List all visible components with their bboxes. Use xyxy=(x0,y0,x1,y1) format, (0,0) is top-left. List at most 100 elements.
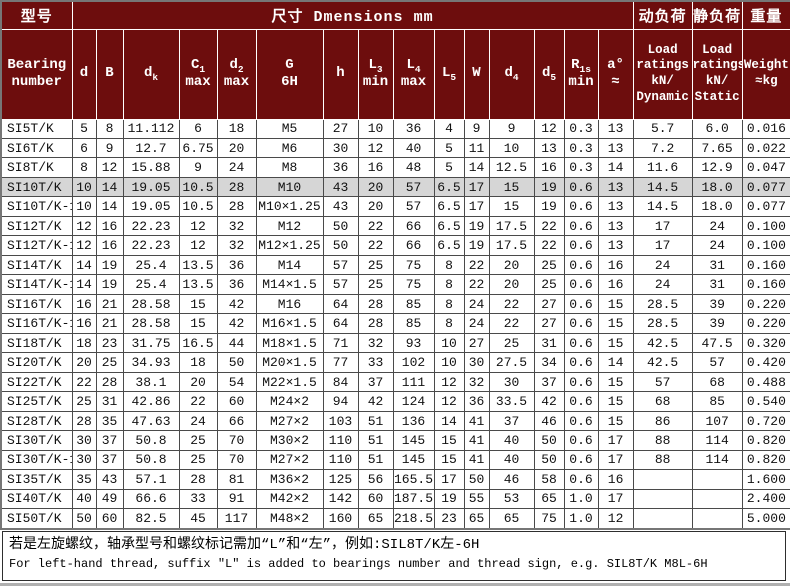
value-cell-d5: 25 xyxy=(533,274,565,295)
value-cell-d4: 9 xyxy=(488,118,535,139)
value-cell-c1: 13.5 xyxy=(178,274,218,295)
value-cell-stat: 39 xyxy=(691,293,743,315)
value-cell-c1: 6.75 xyxy=(178,137,218,159)
value-cell-L3: 28 xyxy=(357,293,394,315)
value-cell-r1s: 1.0 xyxy=(563,508,599,530)
value-cell-dk: 82.5 xyxy=(122,508,180,530)
value-cell-c1: 13.5 xyxy=(178,254,218,276)
value-cell-dyn: 68 xyxy=(632,391,693,412)
column-header-L3: L3 min xyxy=(357,28,394,120)
value-cell-a: 17 xyxy=(597,488,634,510)
table-row: SI40T/K 40 49 66.6 33 91 M42×2 142 60 187.5 19 55 53… xyxy=(0,488,790,510)
value-cell-c1: 24 xyxy=(178,410,218,432)
value-cell-dk: 15.88 xyxy=(122,157,180,178)
value-cell-d5: 42 xyxy=(533,391,565,412)
value-cell-L5: 12 xyxy=(433,391,465,412)
value-cell-d: 35 xyxy=(71,469,97,490)
value-cell-dyn: 17 xyxy=(632,215,693,237)
column-header-G: G 6H xyxy=(255,28,324,120)
table-row: SI8T/K 8 12 15.88 9 24 M8 36 16 48 5 14 12.5 16 0.3 14 1… xyxy=(0,157,790,178)
value-cell-d4: 22 xyxy=(488,293,535,315)
value-cell-L4: 48 xyxy=(392,157,435,178)
bearing-number-cell: SI30T/K-1 xyxy=(0,449,73,471)
column-header-W: W xyxy=(463,28,490,120)
value-cell-a: 15 xyxy=(597,313,634,334)
value-cell-r1s: 0.6 xyxy=(563,215,599,237)
value-cell-d: 14 xyxy=(71,274,97,295)
bearing-number-cell: SI40T/K xyxy=(0,488,73,510)
value-cell-d2: 50 xyxy=(216,352,257,373)
value-cell-h: 64 xyxy=(322,313,359,334)
value-cell-wt: 0.220 xyxy=(741,293,790,315)
value-cell-d5: 65 xyxy=(533,488,565,510)
value-cell-wt: 0.488 xyxy=(741,371,790,393)
value-cell-stat: 18.0 xyxy=(691,176,743,198)
value-cell-L5: 4 xyxy=(433,118,465,139)
value-cell-L5: 6.5 xyxy=(433,235,465,256)
value-cell-c1: 10.5 xyxy=(178,196,218,217)
value-cell-c1: 20 xyxy=(178,371,218,393)
value-cell-d5: 22 xyxy=(533,235,565,256)
value-cell-B: 16 xyxy=(95,215,124,237)
column-header-wt: Weight ≈kg xyxy=(741,28,790,120)
value-cell-L4: 111 xyxy=(392,371,435,393)
value-cell-dk: 28.58 xyxy=(122,293,180,315)
value-cell-stat: 24 xyxy=(691,235,743,256)
value-cell-stat: 31 xyxy=(691,274,743,295)
value-cell-B: 9 xyxy=(95,137,124,159)
value-cell-B: 49 xyxy=(95,488,124,510)
column-header-d2: d2 max xyxy=(216,28,257,120)
value-cell-B: 12 xyxy=(95,157,124,178)
value-cell-L4: 218.5 xyxy=(392,508,435,530)
value-cell-h: 77 xyxy=(322,352,359,373)
bearing-number-cell: SI14T/K-1 xyxy=(0,274,73,295)
value-cell-wt: 0.320 xyxy=(741,332,790,354)
value-cell-wt: 0.077 xyxy=(741,196,790,217)
value-cell-L3: 32 xyxy=(357,332,394,354)
value-cell-L4: 93 xyxy=(392,332,435,354)
value-cell-L4: 75 xyxy=(392,254,435,276)
value-cell-L5: 17 xyxy=(433,469,465,490)
value-cell-d: 40 xyxy=(71,488,97,510)
value-cell-d4: 15 xyxy=(488,176,535,198)
value-cell-d2: 54 xyxy=(216,371,257,393)
value-cell-G: M5 xyxy=(255,118,324,139)
value-cell-W: 9 xyxy=(463,118,490,139)
bearing-number-cell: SI12T/K-1 xyxy=(0,235,73,256)
bearing-number-cell: SI16T/K xyxy=(0,293,73,315)
value-cell-h: 36 xyxy=(322,157,359,178)
value-cell-r1s: 0.6 xyxy=(563,410,599,432)
value-cell-W: 22 xyxy=(463,254,490,276)
value-cell-L4: 85 xyxy=(392,293,435,315)
bearing-number-cell: SI25T/K xyxy=(0,391,73,412)
value-cell-stat: 7.65 xyxy=(691,137,743,159)
table-row: SI10T/K-1 10 14 19.05 10.5 28 M10×1.25 43 20 57 6.… xyxy=(0,196,790,217)
value-cell-B: 14 xyxy=(95,196,124,217)
value-cell-d5: 58 xyxy=(533,469,565,490)
value-cell-h: 64 xyxy=(322,293,359,315)
value-cell-dk: 42.86 xyxy=(122,391,180,412)
value-cell-B: 19 xyxy=(95,254,124,276)
column-header-h: h xyxy=(322,28,359,120)
value-cell-dk: 66.6 xyxy=(122,488,180,510)
value-cell-dyn xyxy=(632,508,693,530)
value-cell-h: 103 xyxy=(322,410,359,432)
value-cell-d2: 66 xyxy=(216,410,257,432)
value-cell-stat xyxy=(691,488,743,510)
value-cell-W: 22 xyxy=(463,274,490,295)
bearing-number-cell: SI50T/K xyxy=(0,508,73,530)
value-cell-dk: 25.4 xyxy=(122,254,180,276)
value-cell-a: 15 xyxy=(597,371,634,393)
value-cell-r1s: 0.6 xyxy=(563,391,599,412)
value-cell-a: 17 xyxy=(597,449,634,471)
value-cell-L3: 65 xyxy=(357,508,394,530)
value-cell-L4: 36 xyxy=(392,118,435,139)
value-cell-a: 15 xyxy=(597,332,634,354)
value-cell-W: 24 xyxy=(463,293,490,315)
table-row: SI10T/K 10 14 19.05 10.5 28 M10 43 20 57 6.5 17 15 19… xyxy=(0,176,790,198)
value-cell-h: 160 xyxy=(322,508,359,530)
value-cell-d: 28 xyxy=(71,410,97,432)
bearing-number-cell: SI14T/K xyxy=(0,254,73,276)
value-cell-dyn: 28.5 xyxy=(632,293,693,315)
value-cell-W: 17 xyxy=(463,196,490,217)
